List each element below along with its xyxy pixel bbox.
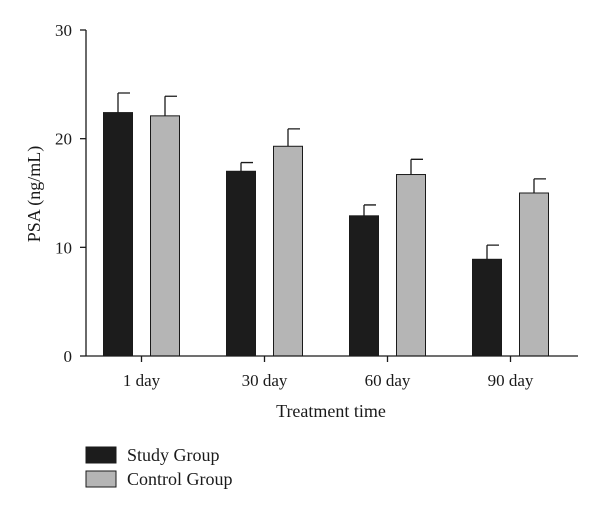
bar-control-1	[273, 145, 303, 357]
x-tick-label: 1 day	[123, 371, 161, 390]
y-axis: 0 10 20 30	[55, 21, 87, 366]
y-tick-label: 30	[55, 21, 72, 40]
error-bar-control-3	[533, 178, 546, 193]
x-axis: 1 day 30 day 60 day 90 day	[86, 355, 578, 390]
y-tick-label: 0	[64, 347, 73, 366]
x-axis-title: Treatment time	[276, 401, 386, 421]
bar-control-3	[519, 192, 549, 357]
y-axis-title: PSA (ng/mL)	[24, 146, 45, 243]
y-tick-label: 10	[55, 238, 72, 257]
bar-control-0	[150, 115, 180, 357]
legend-swatch-study	[85, 446, 117, 464]
error-bar-study-1	[240, 161, 253, 172]
error-bar-control-2	[410, 158, 423, 175]
legend: Study Group Control Group	[85, 445, 233, 489]
bar-study-2	[349, 215, 379, 357]
legend-label-control: Control Group	[127, 469, 233, 489]
error-bar-control-1	[287, 128, 300, 147]
bar-study-3	[472, 258, 502, 357]
x-tick-label: 60 day	[365, 371, 411, 390]
bar-study-0	[103, 112, 133, 357]
error-bar-study-2	[363, 204, 376, 216]
y-tick-label: 20	[55, 130, 72, 149]
legend-label-study: Study Group	[127, 445, 220, 465]
x-tick-label: 30 day	[242, 371, 288, 390]
plot-area	[103, 92, 549, 357]
error-bar-control-0	[164, 95, 177, 116]
x-tick-label: 90 day	[488, 371, 534, 390]
bar-study-1	[226, 170, 256, 357]
error-bar-study-3	[486, 244, 499, 260]
legend-swatch-control	[85, 470, 117, 488]
bar-control-2	[396, 174, 426, 357]
error-bar-study-0	[117, 92, 130, 113]
